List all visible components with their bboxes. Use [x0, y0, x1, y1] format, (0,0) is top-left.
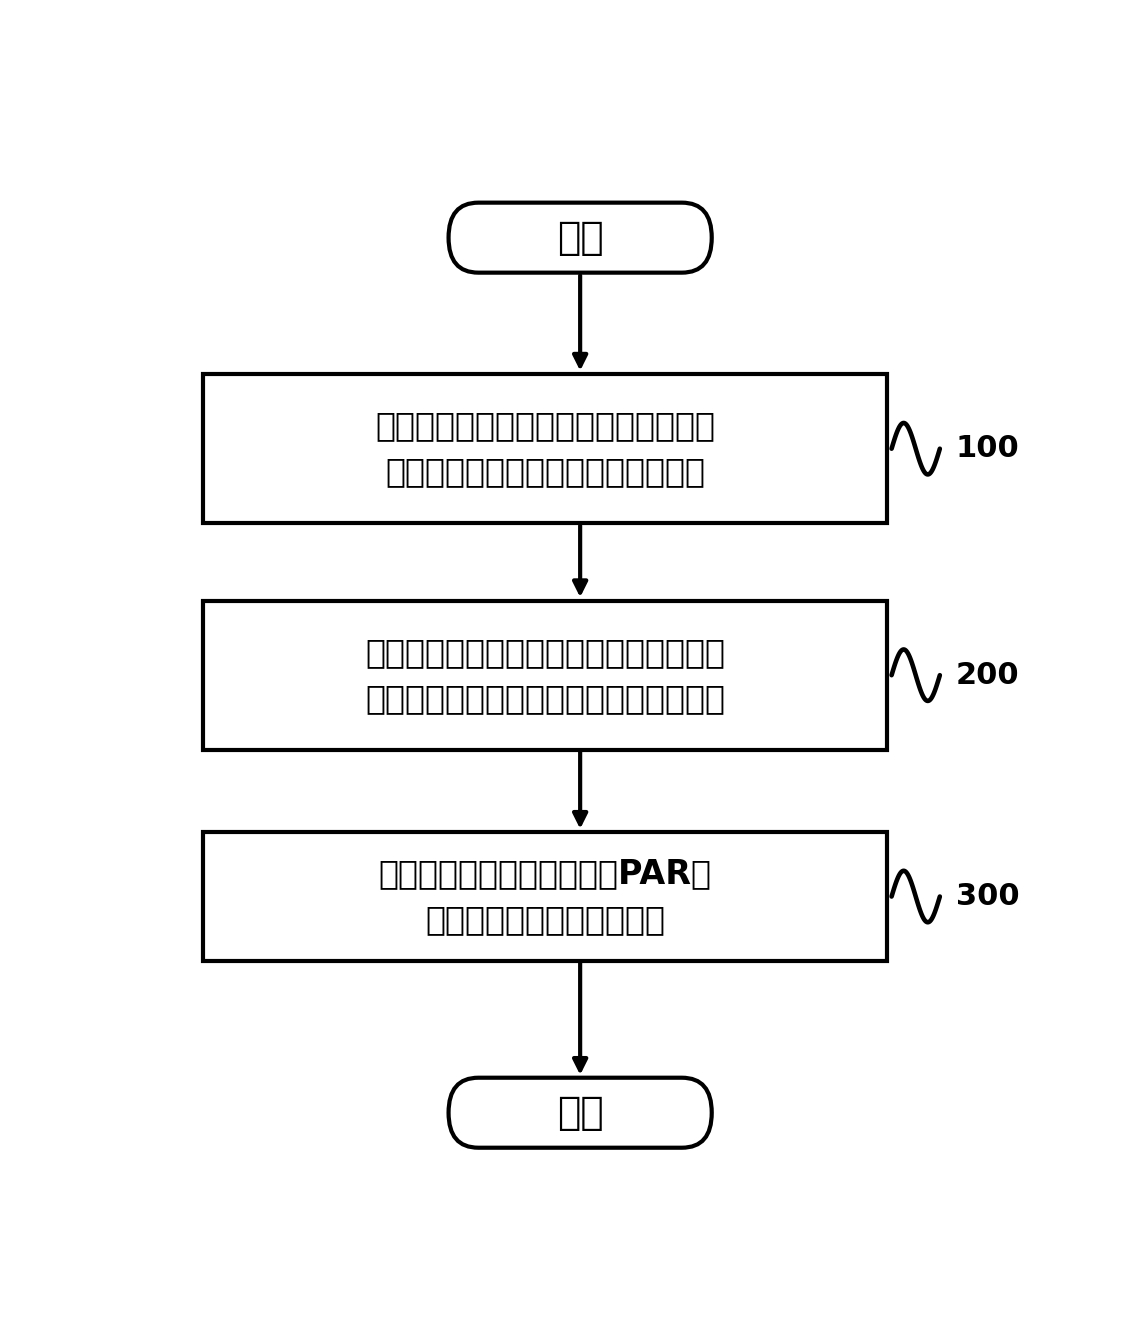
FancyBboxPatch shape	[448, 1078, 712, 1147]
FancyBboxPatch shape	[203, 374, 887, 523]
Text: 开始: 开始	[557, 219, 603, 257]
Text: 结束: 结束	[557, 1094, 603, 1131]
FancyBboxPatch shape	[448, 203, 712, 273]
FancyBboxPatch shape	[203, 600, 887, 750]
Text: 100: 100	[955, 435, 1020, 463]
Text: 200: 200	[955, 660, 1019, 690]
Text: 300: 300	[955, 882, 1019, 910]
FancyBboxPatch shape	[203, 832, 887, 961]
Text: 引进数字地形模型地形影响因子，计算
复杂地形下太阳下行单色光辐射强度: 引进数字地形模型地形影响因子，计算 复杂地形下太阳下行单色光辐射强度	[375, 409, 715, 488]
Text: 根据所述复杂地形下太阳下行单色光辐射
强度，计算复杂地形下瞬时光合有效辐射: 根据所述复杂地形下太阳下行单色光辐射 强度，计算复杂地形下瞬时光合有效辐射	[365, 635, 726, 715]
Text: 根据所述瞬时光合有效辐射PAR，
扩展成为光和有效辐射日值: 根据所述瞬时光合有效辐射PAR， 扩展成为光和有效辐射日值	[378, 857, 712, 936]
